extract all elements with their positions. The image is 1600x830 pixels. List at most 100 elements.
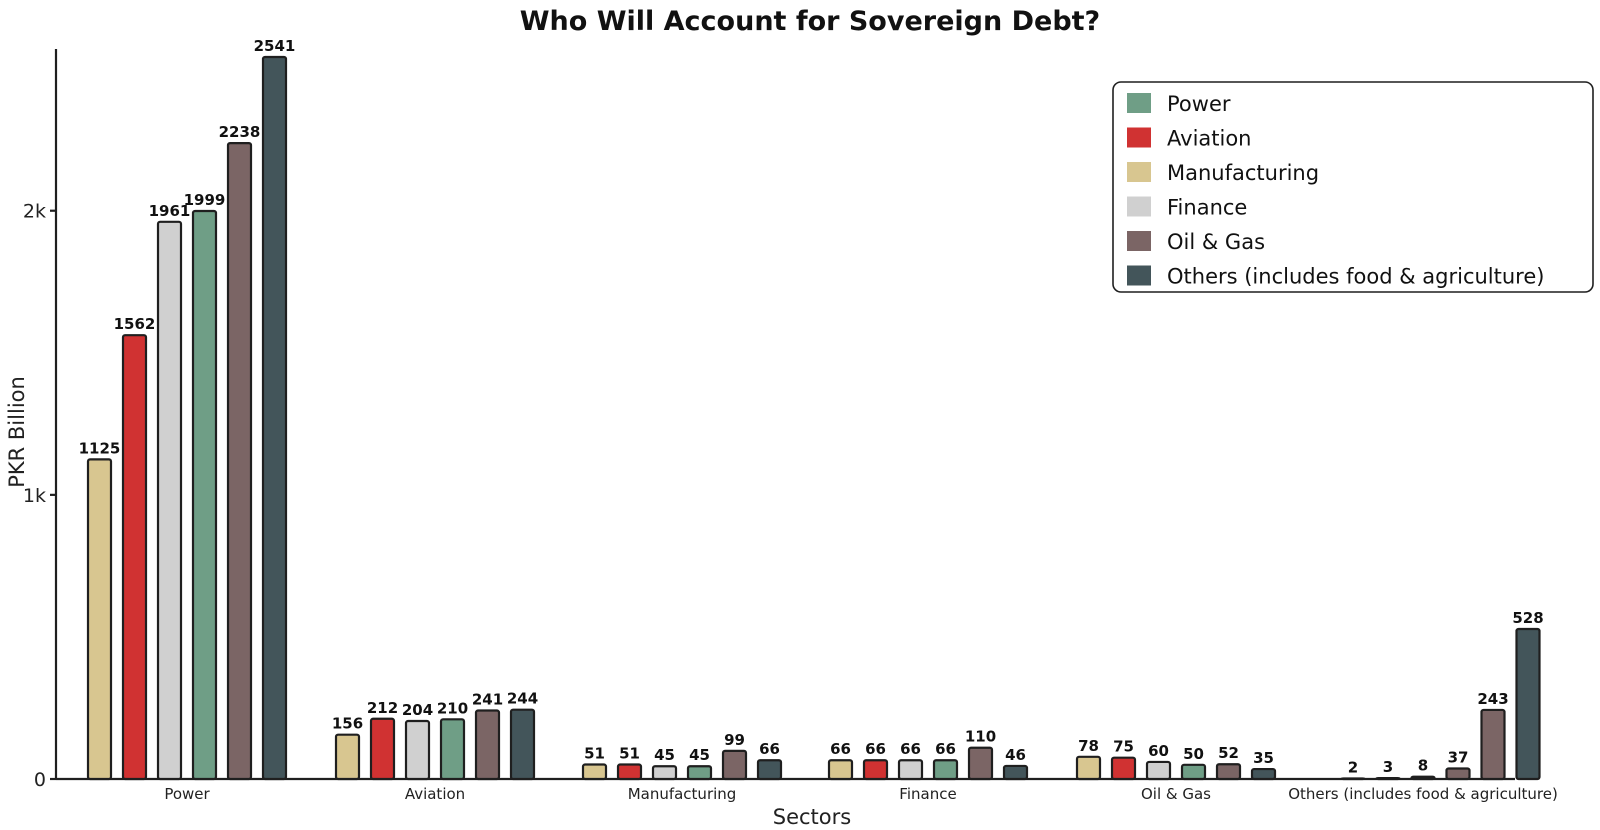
x-tick-label: Aviation: [405, 785, 465, 803]
bar-value-label: 1562: [114, 315, 156, 333]
bar: [1180, 763, 1207, 781]
legend-swatch: [1127, 162, 1151, 182]
bar: [581, 763, 608, 781]
bar: [1515, 627, 1541, 781]
bar: [1215, 763, 1242, 781]
bar: [932, 759, 959, 781]
bar-value-label: 66: [759, 740, 780, 758]
bar-value-label: 45: [654, 746, 675, 764]
bar-value-label: 51: [619, 745, 640, 763]
bar: [1250, 767, 1277, 781]
bar: [827, 759, 854, 781]
bar-value-label: 66: [900, 740, 921, 758]
x-tick-label: Others (includes food & agriculture): [1288, 785, 1558, 803]
bar-value-label: 528: [1512, 609, 1543, 627]
bar-value-label: 3: [1383, 758, 1393, 776]
bar-value-label: 204: [402, 701, 433, 719]
legend-swatch: [1127, 196, 1151, 217]
bar-value-label: 66: [830, 740, 851, 758]
legend-label: Power: [1167, 92, 1231, 116]
x-tick-label: Oil & Gas: [1141, 785, 1211, 803]
bar: [404, 719, 431, 781]
bar-value-label: 210: [437, 699, 468, 717]
bar: [1340, 777, 1366, 781]
bar: [686, 765, 713, 781]
legend-swatch: [1127, 231, 1151, 251]
bar-value-label: 156: [332, 715, 363, 733]
bar: [721, 749, 748, 781]
legend-label: Finance: [1167, 196, 1247, 220]
bar: [862, 759, 889, 781]
bar-value-label: 78: [1078, 737, 1099, 755]
bar: [261, 55, 288, 781]
bar-value-label: 241: [472, 691, 503, 709]
bar: [1445, 767, 1471, 781]
chart-title: Who Will Account for Sovereign Debt?: [520, 6, 1100, 37]
bar-value-label: 46: [1005, 746, 1026, 764]
legend-label: Aviation: [1167, 127, 1252, 151]
x-axis-label: Sectors: [773, 805, 851, 829]
bar: [334, 733, 361, 781]
bar-value-label: 1999: [184, 191, 226, 209]
bar: [86, 458, 113, 781]
bar: [121, 334, 148, 781]
bar: [369, 717, 396, 781]
bar-value-label: 243: [1477, 690, 1508, 708]
bar: [1110, 756, 1137, 781]
y-axis-label: PKR Billion: [5, 376, 29, 488]
bar: [1002, 764, 1029, 781]
bar: [897, 759, 924, 781]
bar: [156, 220, 183, 781]
bar: [1075, 755, 1102, 781]
bar: [756, 759, 783, 781]
bar-value-label: 1961: [149, 202, 191, 220]
legend-swatch: [1127, 93, 1151, 113]
legend-swatch: [1127, 265, 1151, 286]
bar-value-label: 60: [1148, 742, 1169, 760]
bar: [651, 765, 678, 781]
bar: [1480, 708, 1506, 781]
bar: [1375, 777, 1401, 781]
bar-value-label: 66: [865, 740, 886, 758]
bar-value-label: 2238: [219, 123, 261, 141]
bar-value-label: 35: [1253, 749, 1274, 767]
bar-value-label: 244: [507, 690, 538, 708]
legend-box: [1112, 81, 1594, 293]
bar-value-label: 8: [1418, 757, 1428, 775]
bar-value-label: 50: [1183, 745, 1204, 763]
legend: Power Aviation Manufacturing Finance Oil & G…: [1112, 81, 1594, 293]
bar-value-label: 51: [584, 745, 605, 763]
bar-value-label: 45: [689, 746, 710, 764]
legend-label: Manufacturing: [1167, 161, 1319, 185]
bar-value-label: 1125: [79, 439, 121, 457]
bar: [474, 709, 501, 781]
y-tick-label: 2k: [23, 201, 46, 223]
x-tick-label: Finance: [899, 785, 956, 803]
bar: [509, 708, 536, 781]
bar-value-label: 66: [935, 740, 956, 758]
bar: [1145, 760, 1172, 781]
legend-label: Oil & Gas: [1167, 230, 1265, 254]
y-tick-label: 1k: [23, 485, 46, 507]
bar-value-label: 99: [724, 731, 745, 749]
bar-value-label: 37: [1448, 748, 1469, 766]
bar: [616, 763, 643, 781]
bar-value-label: 52: [1218, 744, 1239, 762]
legend-label: Others (includes food & agriculture): [1167, 265, 1544, 289]
bar: [1410, 775, 1436, 781]
bar-value-label: 110: [965, 728, 996, 746]
bar: [967, 746, 994, 781]
bar-value-label: 75: [1113, 738, 1134, 756]
bar: [191, 209, 218, 781]
bar: [439, 718, 466, 781]
bar-value-label: 212: [367, 699, 398, 717]
bar: [226, 141, 253, 781]
y-tick-label: 0: [34, 769, 46, 791]
legend-swatch: [1127, 127, 1151, 148]
x-tick-label: Power: [164, 785, 210, 803]
x-tick-label: Manufacturing: [628, 785, 737, 803]
bar-value-label: 2541: [254, 37, 296, 55]
bar-value-label: 2: [1348, 758, 1358, 776]
